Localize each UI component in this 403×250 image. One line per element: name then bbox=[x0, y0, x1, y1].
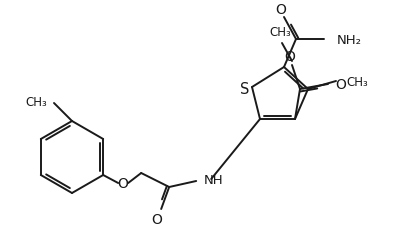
Text: CH₃: CH₃ bbox=[346, 75, 368, 88]
Text: O: O bbox=[276, 3, 287, 17]
Text: NH₂: NH₂ bbox=[337, 34, 362, 47]
Text: NH: NH bbox=[204, 174, 224, 187]
Text: O: O bbox=[118, 176, 129, 190]
Text: CH₃: CH₃ bbox=[269, 26, 291, 38]
Text: O: O bbox=[152, 212, 163, 226]
Text: O: O bbox=[285, 50, 295, 64]
Text: S: S bbox=[240, 81, 250, 96]
Text: O: O bbox=[335, 78, 346, 92]
Text: CH₃: CH₃ bbox=[25, 96, 47, 109]
